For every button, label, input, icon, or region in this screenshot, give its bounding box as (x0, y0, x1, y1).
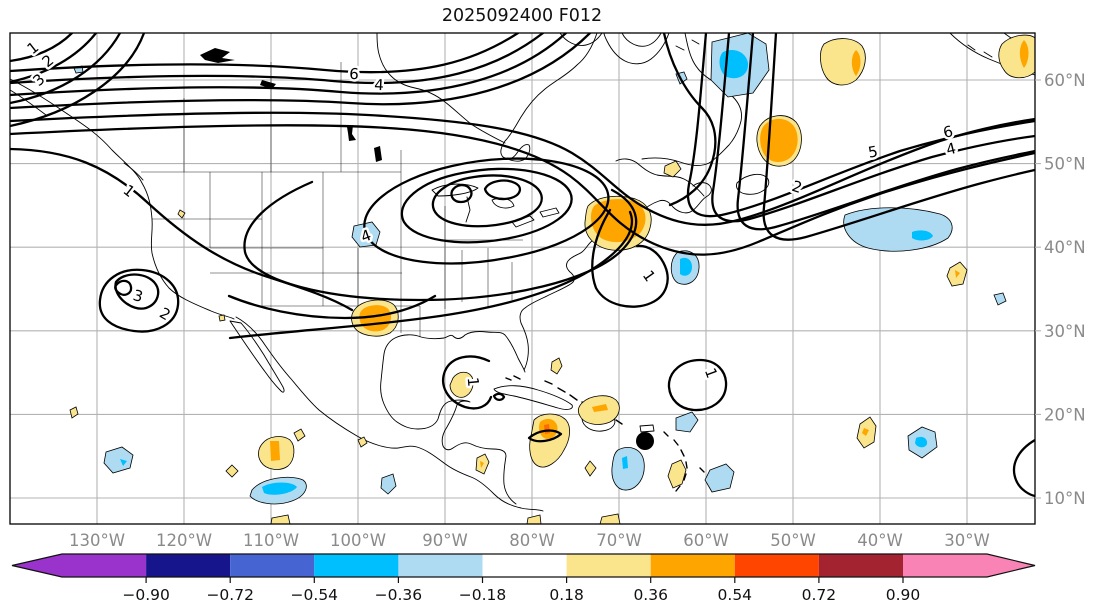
lat-tick-label: 20°N (1044, 405, 1086, 424)
lon-tick-label: 80°W (509, 531, 555, 550)
lon-tick-label: 130°W (69, 531, 125, 550)
contour-label: 1 (701, 365, 721, 380)
colorbar-band (734, 554, 819, 577)
lat-tick-label: 60°N (1044, 71, 1086, 90)
lat-tick-label: 50°N (1044, 155, 1086, 174)
map-plot-area: 1 2 3 1 3 2 6 4 4 2 5 6 4 1 1 1 (10, 33, 1035, 524)
colorbar-band (566, 554, 651, 577)
colorbar-tick-label: −0.72 (206, 586, 254, 604)
lat-tick-label: 30°N (1044, 322, 1086, 341)
graticule-gridlines (10, 33, 1035, 524)
storm-position-marker (636, 432, 654, 450)
colorbar-outline (11, 553, 1036, 578)
figure-title: 2025092400 F012 (442, 6, 602, 26)
colorbar-over-arrow (987, 554, 1035, 577)
lon-tick-label: 110°W (243, 531, 299, 550)
contour-label: 1 (639, 267, 659, 285)
contour-label: 5 (867, 142, 880, 161)
lon-tick-label: 50°W (770, 531, 816, 550)
colorbar-tick-label: 0.18 (549, 586, 584, 604)
colorbar-ticks (145, 577, 904, 583)
colorbar-under-arrow (12, 554, 62, 577)
state-borders (141, 62, 523, 337)
lakes (200, 48, 382, 162)
lon-tick-label: 120°W (156, 531, 212, 550)
latitude-axis: 60°N 50°N 40°N 30°N 20°N 10°N (1035, 71, 1086, 508)
lat-tick-label: 40°N (1044, 238, 1086, 257)
lon-tick-label: 30°W (944, 531, 990, 550)
contour-lines (10, 33, 1035, 498)
colorbar-band (62, 554, 147, 577)
positive-shading-blobs (69, 34, 1035, 524)
lon-tick-label: 60°W (683, 531, 729, 550)
lon-tick-label: 70°W (596, 531, 642, 550)
colorbar-band (146, 554, 231, 577)
coastlines (10, 33, 1035, 512)
colorbar-band (650, 554, 735, 577)
colorbar-tick-label: 0.36 (633, 586, 668, 604)
colorbar-band (482, 554, 567, 577)
colorbar-band (903, 554, 987, 577)
contour-label: 6 (349, 65, 359, 83)
contour-label: 4 (944, 139, 958, 159)
contour-label: 4 (374, 76, 384, 94)
colorbar-tick-label: 0.90 (886, 586, 921, 604)
colorbar-band (818, 554, 903, 577)
colorbar-tick-label: 0.72 (802, 586, 837, 604)
colorbar-tick-label: −0.90 (122, 586, 170, 604)
lon-tick-label: 100°W (330, 531, 386, 550)
colorbar-tick-label: 0.54 (718, 586, 753, 604)
colorbar-tick-label: −0.18 (459, 586, 507, 604)
map-frame (9, 32, 1036, 525)
contour-label: 3 (131, 286, 145, 306)
contour-label: 1 (464, 376, 483, 387)
lon-tick-label: 90°W (422, 531, 468, 550)
colorbar-band (314, 554, 399, 577)
colorbar-tick-label: −0.54 (291, 586, 339, 604)
colorbar-tick-label: −0.36 (375, 586, 423, 604)
colorbar: −0.90 −0.72 −0.54 −0.36 −0.18 0.18 0.36 … (11, 553, 1036, 604)
lon-tick-label: 40°W (857, 531, 903, 550)
longitude-axis: 130°W 120°W 110°W 100°W 90°W 80°W 70°W 6… (69, 531, 990, 550)
colorbar-band (398, 554, 483, 577)
lat-tick-label: 10°N (1044, 489, 1086, 508)
colorbar-band (230, 554, 315, 577)
